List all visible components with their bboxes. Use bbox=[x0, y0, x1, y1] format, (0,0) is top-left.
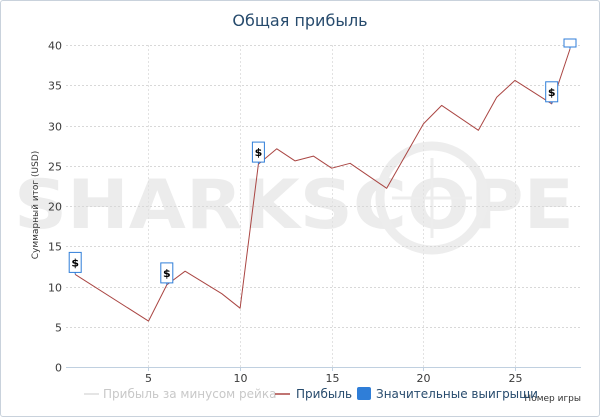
flag-label: $ bbox=[71, 256, 79, 269]
watermark-scope-ring bbox=[375, 141, 489, 255]
flag-label: $ bbox=[255, 146, 263, 159]
legend-item-net-of-rake[interactable]: Прибыль за минусом рейка bbox=[84, 387, 276, 401]
legend-big-wins-label: Значительные выигрыши bbox=[376, 387, 538, 401]
y-tick-label: 5 bbox=[55, 322, 62, 335]
y-tick-label: 40 bbox=[48, 40, 62, 53]
legend-item-profit[interactable]: Прибыль bbox=[275, 387, 352, 401]
y-tick-label: 25 bbox=[48, 161, 62, 174]
legend-big-wins-swatch bbox=[357, 387, 371, 400]
legend-item-big-wins[interactable]: Значительные выигрыши bbox=[357, 387, 538, 401]
y-tick-label: 15 bbox=[48, 241, 62, 254]
legend-profit-label: Прибыль bbox=[296, 387, 352, 401]
big-win-flag[interactable] bbox=[563, 38, 577, 49]
big-win-flags: $ $ $ $ bbox=[68, 38, 577, 285]
watermark-text: SHARKSCOPE bbox=[14, 166, 574, 245]
big-win-flag[interactable]: $ bbox=[68, 251, 82, 275]
y-tick-label: 10 bbox=[48, 282, 62, 295]
y-tick-label: 0 bbox=[55, 362, 62, 375]
profit-series-line bbox=[74, 48, 571, 322]
x-axis-ticks: 5 10 15 20 25 bbox=[66, 367, 581, 385]
big-win-flag[interactable]: $ bbox=[251, 141, 265, 165]
y-axis-title: Суммарный итог (USD) bbox=[31, 151, 41, 260]
flag-box bbox=[563, 38, 577, 48]
flag-label: $ bbox=[548, 86, 556, 99]
flag-label: $ bbox=[163, 267, 171, 280]
x-tick-label: 20 bbox=[417, 372, 431, 385]
series bbox=[74, 48, 571, 322]
sharkscope-watermark: SHARKSCOPE bbox=[14, 141, 574, 255]
legend: Прибыль за минусом рейка Прибыль Значите… bbox=[84, 387, 538, 401]
x-axis-title: Номер игры bbox=[524, 394, 581, 404]
y-tick-label: 30 bbox=[48, 121, 62, 134]
big-win-flag[interactable]: $ bbox=[545, 81, 559, 104]
grid bbox=[66, 45, 581, 368]
x-tick-label: 5 bbox=[145, 372, 152, 385]
big-win-flag[interactable]: $ bbox=[160, 262, 174, 285]
y-tick-label: 35 bbox=[48, 80, 62, 93]
x-tick-label: 25 bbox=[509, 372, 523, 385]
y-axis-ticks: 0 5 10 15 20 25 30 35 40 bbox=[48, 40, 62, 375]
chart-title: Общая прибыль bbox=[232, 11, 367, 30]
legend-net-of-rake-label: Прибыль за минусом рейка bbox=[103, 387, 276, 401]
x-tick-label: 10 bbox=[234, 372, 248, 385]
x-tick-label: 15 bbox=[326, 372, 340, 385]
y-tick-label: 20 bbox=[48, 201, 62, 214]
